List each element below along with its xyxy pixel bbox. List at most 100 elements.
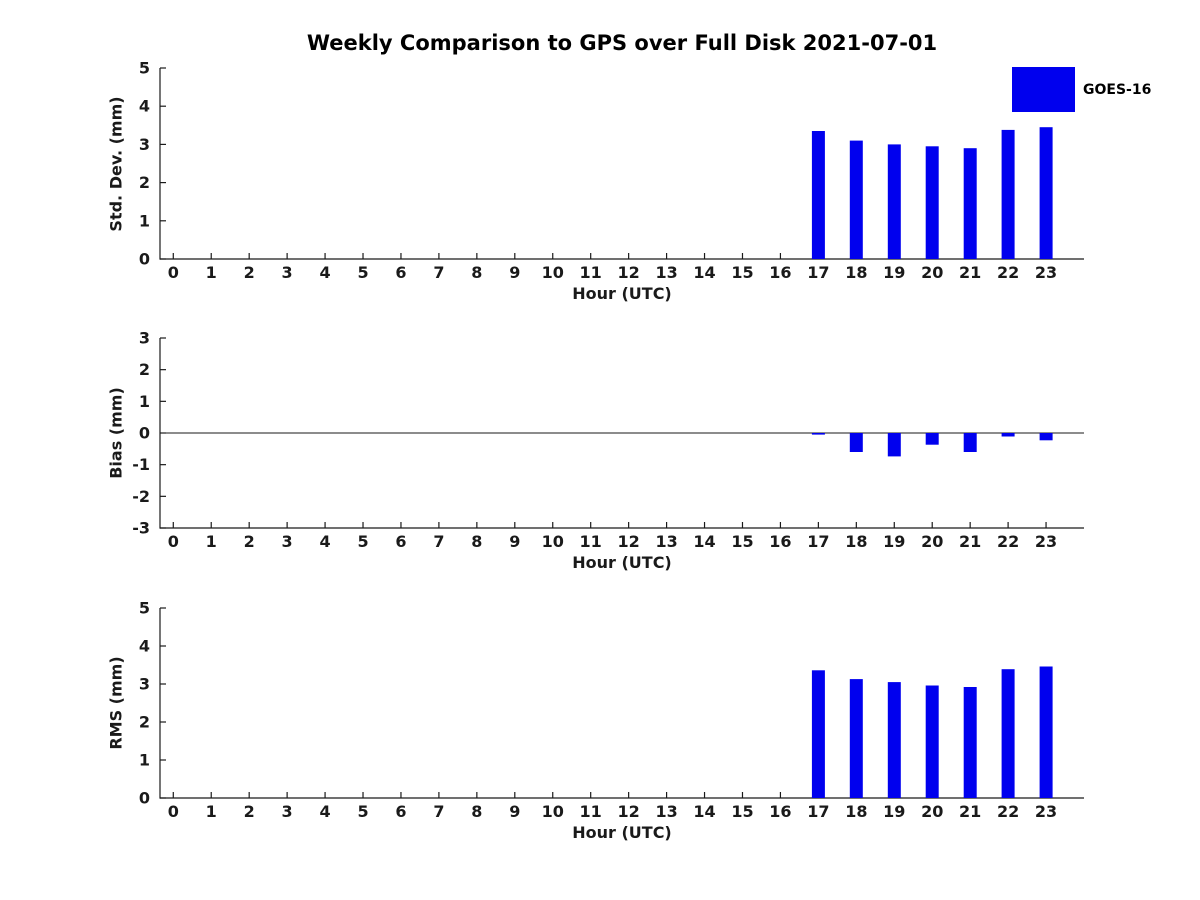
x-tick-label: 14: [693, 532, 715, 551]
y-tick-label: 1: [139, 392, 150, 411]
figure-title: Weekly Comparison to GPS over Full Disk …: [306, 31, 938, 55]
x-tick-label: 0: [168, 532, 179, 551]
chart-stddev: 0 1 2 3 4 5 6 7 8 9 10 11 12 13 14 15 16 17 18 19 20 21 22 2301…: [139, 59, 1084, 282]
y-tick-label: 2: [139, 360, 150, 379]
bar-bias-hour-17: [811, 433, 825, 435]
x-tick-label: 9: [509, 532, 520, 551]
x-tick-label: 4: [319, 263, 330, 282]
y-tick-label: -3: [132, 519, 150, 538]
bar-rms-hour-19: [887, 682, 901, 798]
x-tick-label: 4: [319, 802, 330, 821]
y-tick-label: 3: [139, 675, 150, 694]
x-tick-label: 13: [655, 532, 677, 551]
y-tick-label: 4: [139, 97, 150, 116]
x-tick-label: 17: [807, 263, 829, 282]
x-tick-label: 2: [244, 263, 255, 282]
y-tick-label: 3: [139, 135, 150, 154]
x-tick-label: 19: [883, 802, 905, 821]
x-tick-label: 21: [959, 263, 981, 282]
x-tick-label: 3: [282, 263, 293, 282]
x-tick-label: 4: [319, 532, 330, 551]
x-tick-label: 1: [206, 263, 217, 282]
x-tick-label: 3: [282, 532, 293, 551]
x-tick-label: 5: [357, 263, 368, 282]
x-tick-label: 17: [807, 802, 829, 821]
legend-label-goes16: GOES-16: [1083, 82, 1152, 98]
x-tick-label: 11: [580, 532, 602, 551]
x-tick-label: 23: [1035, 263, 1057, 282]
x-tick-label: 23: [1035, 802, 1057, 821]
x-tick-label: 12: [618, 263, 640, 282]
x-tick-label: 8: [471, 263, 482, 282]
x-tick-label: 17: [807, 532, 829, 551]
x-tick-label: 18: [845, 802, 867, 821]
x-tick-label: 9: [509, 263, 520, 282]
chart-rms: 0 1 2 3 4 5 6 7 8 9 10 11 12 13 14 15 16 17 18 19 20 21 22 2301…: [139, 599, 1084, 821]
x-tick-label: 19: [883, 263, 905, 282]
x-tick-label: 14: [693, 263, 715, 282]
x-tick-label: 11: [580, 802, 602, 821]
y-tick-label: 3: [139, 329, 150, 348]
x-axis-label-rms: Hour (UTC): [572, 823, 672, 842]
x-tick-label: 15: [731, 532, 753, 551]
x-tick-label: 20: [921, 263, 943, 282]
y-tick-label: 0: [139, 789, 150, 808]
x-tick-label: 8: [471, 802, 482, 821]
x-tick-label: 22: [997, 263, 1019, 282]
x-tick-label: 7: [433, 532, 444, 551]
y-tick-label: -1: [132, 455, 150, 474]
x-tick-label: 2: [244, 532, 255, 551]
bar-bias-hour-22: [1001, 433, 1015, 437]
x-tick-label: 23: [1035, 532, 1057, 551]
bar-stddev-hour-18: [849, 140, 863, 259]
x-tick-label: 22: [997, 532, 1019, 551]
y-tick-label: 5: [139, 59, 150, 78]
x-tick-label: 9: [509, 802, 520, 821]
x-tick-label: 6: [395, 263, 406, 282]
x-tick-label: 21: [959, 802, 981, 821]
y-tick-label: 2: [139, 713, 150, 732]
y-tick-label: 5: [139, 599, 150, 618]
legend-swatch-goes16: [1012, 67, 1075, 112]
x-axis-label-bias: Hour (UTC): [572, 553, 672, 572]
chart-bias: 0 1 2 3 4 5 6 7 8 9 10 11 12 13 14 15 16 17 18 19 20 21 22 23-3…: [132, 329, 1084, 551]
x-tick-label: 11: [580, 263, 602, 282]
x-tick-label: 12: [618, 802, 640, 821]
bar-stddev-hour-19: [887, 144, 901, 259]
bar-bias-hour-20: [925, 433, 939, 445]
bar-rms-hour-21: [963, 687, 977, 798]
bar-bias-hour-18: [849, 433, 863, 452]
bar-stddev-hour-23: [1039, 127, 1053, 259]
x-tick-label: 7: [433, 263, 444, 282]
x-tick-label: 13: [655, 263, 677, 282]
x-tick-label: 12: [618, 532, 640, 551]
x-tick-label: 19: [883, 532, 905, 551]
y-tick-label: 0: [139, 250, 150, 269]
bar-rms-hour-20: [925, 685, 939, 798]
y-tick-label: 1: [139, 211, 150, 230]
bar-stddev-hour-21: [963, 148, 977, 259]
x-tick-label: 5: [357, 802, 368, 821]
bar-bias-hour-21: [963, 433, 977, 452]
x-tick-label: 0: [168, 802, 179, 821]
bar-rms-hour-22: [1001, 669, 1015, 798]
x-tick-label: 5: [357, 532, 368, 551]
bar-bias-hour-23: [1039, 433, 1053, 441]
x-tick-label: 6: [395, 802, 406, 821]
x-tick-label: 10: [542, 263, 564, 282]
x-tick-label: 8: [471, 532, 482, 551]
x-tick-label: 1: [206, 532, 217, 551]
x-tick-label: 16: [769, 263, 791, 282]
x-tick-label: 20: [921, 802, 943, 821]
x-tick-label: 21: [959, 532, 981, 551]
x-tick-label: 0: [168, 263, 179, 282]
x-tick-label: 7: [433, 802, 444, 821]
x-tick-label: 15: [731, 802, 753, 821]
bar-stddev-hour-17: [811, 131, 825, 259]
x-tick-label: 18: [845, 263, 867, 282]
x-tick-label: 10: [542, 802, 564, 821]
x-tick-label: 3: [282, 802, 293, 821]
bar-stddev-hour-20: [925, 146, 939, 259]
x-tick-label: 16: [769, 802, 791, 821]
